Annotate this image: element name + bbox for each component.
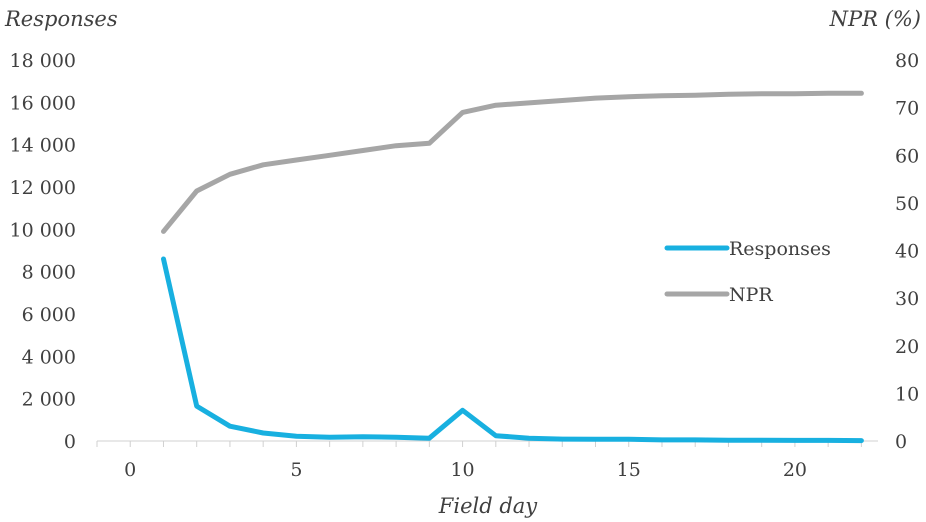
y-right-tick-label: 20	[895, 336, 919, 358]
x-tick-label: 5	[290, 459, 302, 481]
x-tick-label: 10	[450, 459, 474, 481]
y-left-tick-label: 8 000	[22, 262, 76, 284]
y-right-tick-label: 40	[895, 241, 919, 263]
y-right-tick-label: 0	[895, 431, 907, 453]
legend-label: Responses	[729, 238, 831, 260]
y-left-tick-label: 4 000	[22, 346, 76, 368]
y-right-tick-label: 30	[895, 288, 919, 310]
legend-label: NPR	[729, 284, 773, 306]
right-axis-title: NPR (%)	[829, 7, 921, 31]
y-left-tick-label: 2 000	[22, 389, 76, 411]
series-layer	[161, 90, 864, 444]
x-tick-label: 20	[783, 459, 807, 481]
y-left-tick-label: 10 000	[10, 219, 76, 241]
y-left-tick-label: 6 000	[22, 304, 76, 326]
y-left-tick-label: 16 000	[10, 92, 76, 114]
y-left-tick-label: 14 000	[10, 135, 76, 157]
x-tick-label: 0	[124, 459, 136, 481]
y-left-tick-label: 18 000	[10, 50, 76, 72]
series-line-responses	[161, 256, 864, 444]
y-left-tick-label: 0	[64, 431, 76, 453]
legend: Responses NPR	[664, 238, 831, 306]
left-axis-title: Responses	[4, 7, 118, 31]
y-right-tick-label: 60	[895, 145, 919, 167]
y-right-tick-label: 80	[895, 50, 919, 72]
series-line-npr	[161, 90, 864, 234]
y-left-tick-label: 12 000	[10, 177, 76, 199]
x-tick-label: 15	[617, 459, 641, 481]
y-right-tick-label: 10	[895, 383, 919, 405]
y-right-tick-label: 50	[895, 193, 919, 215]
y-right-tick-label: 70	[895, 98, 919, 120]
x-axis-title: Field day	[438, 494, 539, 518]
tick-labels: 0 5 10 15 20 0 2 000 4 000 6 000 8 000 10 000 12 00…	[10, 50, 920, 481]
